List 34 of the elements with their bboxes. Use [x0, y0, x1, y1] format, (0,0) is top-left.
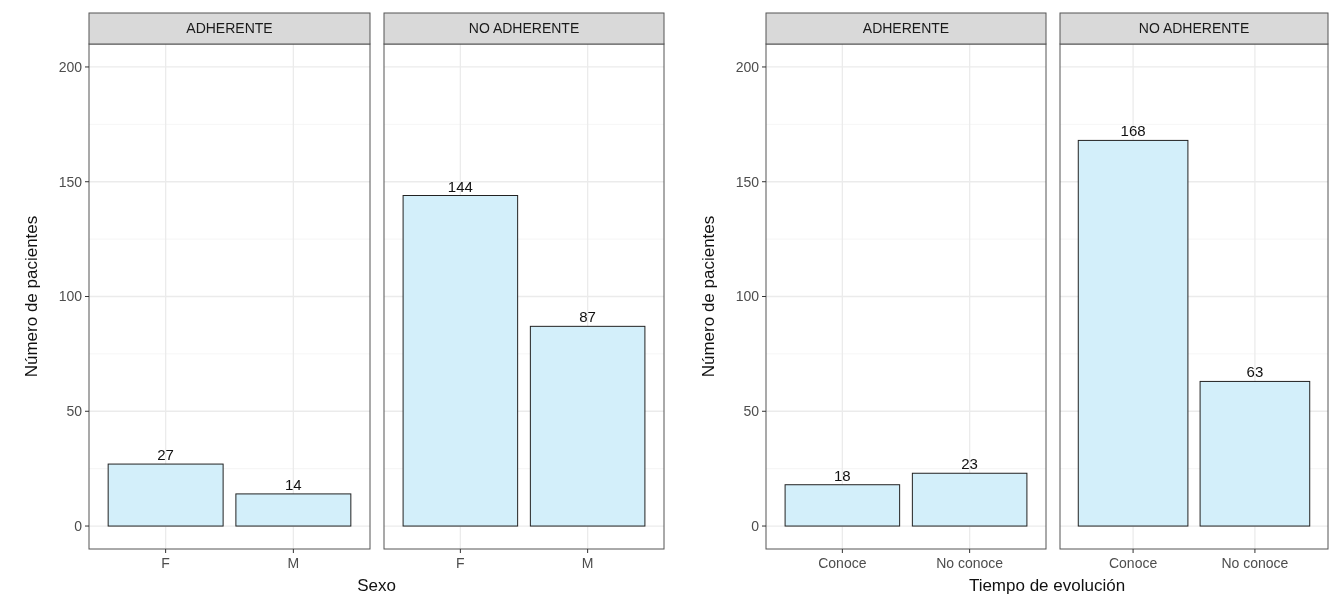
x-axis-title: Tiempo de evolución: [968, 576, 1126, 595]
data-label: 144: [447, 177, 473, 195]
data-label: 18: [834, 466, 851, 484]
y-tick-label: 100: [58, 288, 83, 305]
x-tick-label: No conoce: [1221, 555, 1289, 571]
y-axis-title: Número de pacientes: [22, 215, 41, 378]
y-tick-label: 100: [735, 288, 760, 305]
y-tick-label: 200: [58, 58, 83, 75]
y-tick-label: 150: [735, 173, 760, 190]
x-tick-label: M: [581, 555, 594, 571]
y-tick-label: 50: [743, 403, 760, 420]
chart-title: ADHERENTE: [186, 20, 273, 37]
data-label: 23: [961, 455, 978, 473]
x-tick-label: Conoce: [818, 555, 867, 571]
y-axis-title: Número de pacientes: [699, 215, 718, 378]
data-label: 27: [157, 446, 174, 464]
x-tick-label: M: [287, 555, 300, 571]
y-tick-label: 150: [58, 173, 83, 190]
y-tick-label: 50: [66, 403, 83, 420]
data-label: 63: [1246, 363, 1264, 381]
y-tick-label: 200: [735, 58, 760, 75]
chart-title: NO ADHERENTE: [468, 20, 580, 37]
x-tick-label: F: [456, 555, 465, 571]
chart-title: ADHERENTE: [862, 20, 950, 37]
data-label: 168: [1120, 122, 1146, 140]
x-tick-label: Conoce: [1108, 555, 1158, 571]
chart-title: NO ADHERENTE: [1138, 20, 1250, 37]
data-label: 87: [579, 308, 596, 326]
x-tick-label: F: [161, 555, 170, 571]
data-label: 14: [285, 475, 302, 493]
y-tick-label: 0: [751, 517, 760, 534]
y-tick-label: 0: [74, 517, 83, 534]
x-axis-title: Sexo: [357, 576, 396, 595]
x-tick-label: No conoce: [936, 555, 1004, 571]
